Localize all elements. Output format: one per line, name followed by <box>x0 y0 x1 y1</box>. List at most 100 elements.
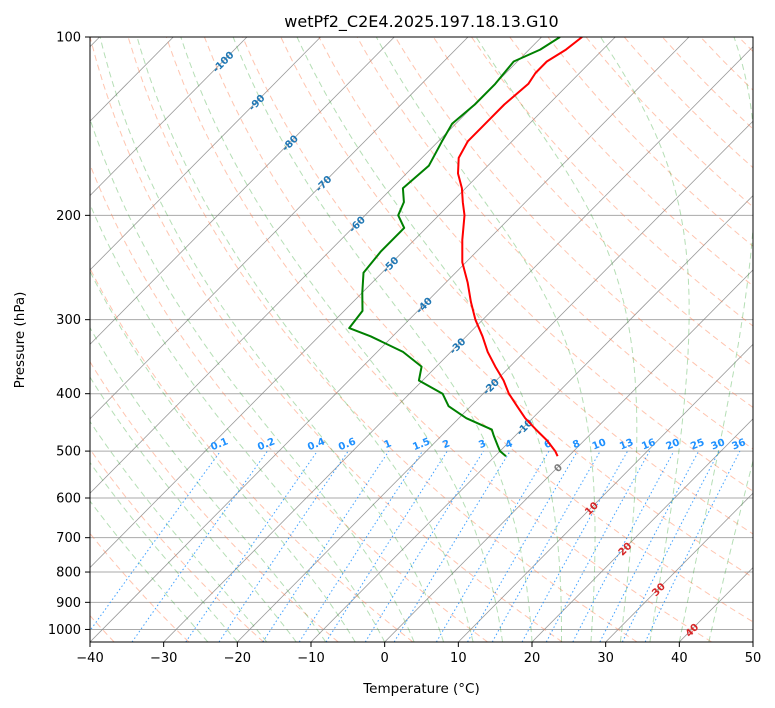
dry-adiabat <box>318 37 753 492</box>
isotherm-label: -80 <box>280 133 301 154</box>
mixing-ratio-label: 2 <box>441 438 452 451</box>
moist-adiabat <box>90 461 238 642</box>
y-tick-label: 900 <box>56 596 81 611</box>
isotherm-line <box>237 120 753 642</box>
mixing-ratio-lines <box>90 450 741 642</box>
dry-adiabat <box>509 37 753 287</box>
isotherm-label: -40 <box>414 296 435 317</box>
dry-adiabat <box>90 267 414 642</box>
mixing-ratio-line <box>90 450 221 632</box>
mixing-ratio-line <box>644 450 741 642</box>
temperature-line <box>457 37 583 457</box>
chart-title: wetPf2_C2E4.2025.197.18.13.G10 <box>284 12 558 32</box>
dry-adiabat <box>432 37 753 368</box>
dry-adiabat <box>661 37 753 130</box>
isotherm-label: -90 <box>247 93 268 114</box>
mixing-ratio-line <box>545 450 651 642</box>
x-tick-label: −40 <box>76 651 103 666</box>
y-tick-label: 500 <box>56 445 81 460</box>
dewpoint-line <box>348 37 561 457</box>
plot-area: -100-90-80-70-60-50-40-30-20-10010203040… <box>90 37 753 642</box>
dry-adiabat <box>90 163 488 642</box>
isotherm-line <box>163 46 753 642</box>
dry-adiabat <box>623 37 753 169</box>
mixing-ratio-line <box>185 450 318 642</box>
x-tick-label: 50 <box>745 651 762 666</box>
isotherm-line <box>458 343 753 642</box>
x-tick-label: 30 <box>597 651 614 666</box>
x-tick-label: −30 <box>150 651 177 666</box>
dry-adiabat <box>738 37 753 53</box>
isotherm-line <box>90 37 395 345</box>
mixing-ratio-labels: 0.1 0.2 0.4 0.6 1 1.5 2 3 4 6 8 10 13 16 20 25 30 36 <box>209 436 747 453</box>
dry-adiabat <box>127 37 638 642</box>
x-axis: −40 −30 −20 −10 0 10 20 30 40 50 <box>76 642 761 666</box>
moist-adiabat <box>708 458 753 642</box>
dry-adiabat <box>90 37 563 642</box>
moist-adiabat <box>136 37 474 642</box>
dry-adiabat <box>90 360 339 642</box>
y-tick-label: 300 <box>56 313 81 328</box>
y-tick-label: 700 <box>56 531 81 546</box>
dry-adiabat <box>356 37 753 450</box>
dry-adiabat <box>165 37 712 642</box>
mixing-ratio-label: 6 <box>543 438 554 451</box>
x-tick-label: −10 <box>297 651 324 666</box>
mixing-ratio-label: 30 <box>710 437 727 452</box>
isotherm-label: -70 <box>314 174 335 195</box>
isotherm-line <box>90 37 616 569</box>
moist-adiabat <box>296 37 562 642</box>
dry-adiabat <box>547 37 753 247</box>
x-tick-label: −20 <box>224 651 251 666</box>
isotherm-line <box>90 37 321 271</box>
dry-adiabat <box>471 37 753 327</box>
y-axis-label: Pressure (hPa) <box>12 292 28 389</box>
moist-adiabat <box>375 37 596 642</box>
moist-adiabat <box>90 203 386 642</box>
isotherm-label: -50 <box>381 255 402 276</box>
isotherm-label: 30 <box>650 581 668 599</box>
isotherm-line <box>90 37 248 197</box>
mixing-ratio-line <box>218 450 349 642</box>
isotherm-line <box>531 418 753 642</box>
y-tick-label: 600 <box>56 492 81 507</box>
moist-adiabat <box>232 37 533 642</box>
x-tick-label: 20 <box>524 651 541 666</box>
dry-adiabat <box>203 37 753 623</box>
moist-adiabat <box>475 37 638 642</box>
isotherm-label: 0 <box>552 462 565 475</box>
y-tick-label: 800 <box>56 566 81 581</box>
mixing-ratio-line <box>393 450 511 642</box>
isotherm-line <box>752 641 753 642</box>
dry-adiabat <box>280 37 753 535</box>
mixing-ratio-label: 16 <box>640 437 657 452</box>
mixing-ratio-label: 25 <box>689 437 706 452</box>
mixing-ratio-line <box>572 450 675 642</box>
dry-adiabat <box>90 448 264 642</box>
isobar-gridlines <box>90 37 753 630</box>
mixing-ratio-line <box>621 450 720 642</box>
sounding-series <box>348 37 583 457</box>
isotherm-line <box>90 37 542 494</box>
isotherm-line <box>90 37 690 642</box>
x-tick-label: 40 <box>671 651 688 666</box>
dry-adiabat <box>394 37 753 409</box>
y-tick-label: 100 <box>56 31 81 46</box>
x-axis-label: Temperature (°C) <box>362 681 480 697</box>
mixing-ratio-label: 1 <box>383 438 394 451</box>
moist-adiabat <box>90 420 268 642</box>
moist-adiabat <box>99 37 445 642</box>
x-tick-label: 0 <box>381 651 389 666</box>
mixing-ratio-line <box>491 450 601 642</box>
mixing-ratio-label: 10 <box>591 437 608 452</box>
mixing-ratio-line <box>262 450 390 642</box>
mixing-ratio-label: 20 <box>664 437 681 452</box>
moist-adiabat <box>90 376 297 642</box>
y-tick-label: 200 <box>56 209 81 224</box>
isotherm-line <box>384 269 753 642</box>
dry-adiabat <box>242 37 753 579</box>
y-tick-label: 400 <box>56 387 81 402</box>
moist-adiabat <box>180 37 503 642</box>
